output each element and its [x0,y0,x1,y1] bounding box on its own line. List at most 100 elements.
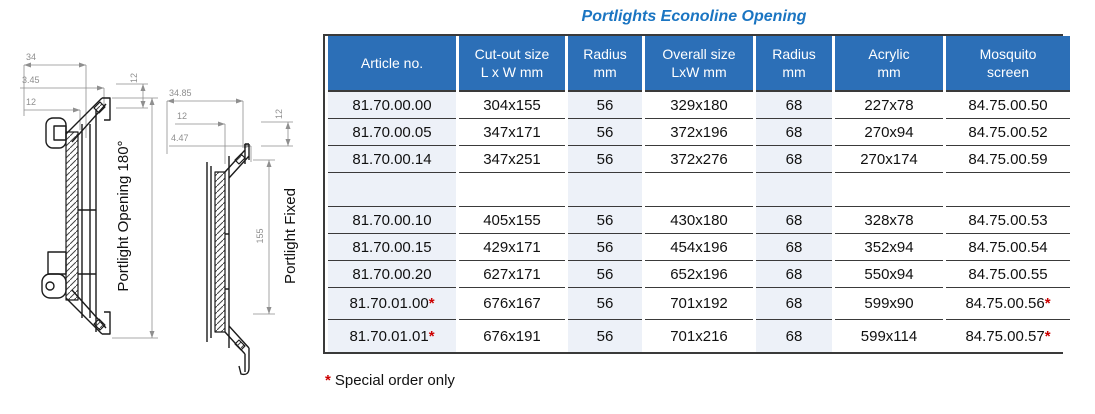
table-cell: 81.70.01.01* [328,320,456,352]
table-cell: 81.70.00.05 [328,119,456,146]
table-header-row: Article no. Cut-out size L x W mm Radius mm O… [328,36,1070,92]
table-cell: 81.70.00.14 [328,146,456,173]
table-cell: 81.70.00.10 [328,207,456,234]
column-header-1: Cut-out size L x W mm [459,36,565,92]
table-cell: 652x196 [645,261,753,288]
table-cell: 347x171 [459,119,565,146]
dimension-label: 34 [26,52,36,62]
spec-table-container: Article no. Cut-out size L x W mm Radius mm O… [323,34,1070,354]
dimension-label: 12 [26,97,36,107]
dimension-label: 3.45 [22,75,40,85]
table-row: 81.70.01.00* 676x167 56 701x192 68 599x90 84.7… [328,288,1070,320]
table-header: Article no. Cut-out size L x W mm Radius mm O… [328,36,1070,92]
table-cell: 676x167 [459,288,565,320]
dimension-label: 12 [129,73,139,83]
table-cell: 68 [756,146,832,173]
footnote-text: Special order only [334,372,455,389]
spec-table: Article no. Cut-out size L x W mm Radius mm O… [325,36,1073,352]
table-cell: 599x114 [835,320,943,352]
table-row: 81.70.01.01* 676x191 56 701x216 68 599x114 84.… [328,320,1070,352]
column-header-0: Article no. [328,36,456,92]
table-cell: 68 [756,119,832,146]
table-row: 81.70.00.14 347x251 56 372x276 68 270x174 84.7… [328,146,1070,173]
table-cell: 429x171 [459,234,565,261]
dimension-label: 34.85 [169,88,192,98]
dimension-label: 155 [255,228,265,243]
table-cell: 81.70.00.20 [328,261,456,288]
table-cell: 676x191 [459,320,565,352]
table-cell: 627x171 [459,261,565,288]
table-cell: 329x180 [645,92,753,119]
table-cell: 352x94 [835,234,943,261]
table-row: 81.70.00.05 347x171 56 372x196 68 270x94 84.75… [328,119,1070,146]
table-cell: 56 [568,146,642,173]
table-cell: 84.75.00.50 [946,92,1070,119]
dimension-label: 12 [274,109,284,119]
table-cell: 701x192 [645,288,753,320]
table-row: 81.70.00.00 304x155 56 329x180 68 227x78 84.75… [328,92,1070,119]
table-body: 81.70.00.00 304x155 56 329x180 68 227x78 84.75… [328,92,1070,352]
column-header-5: Acrylic mm [835,36,943,92]
table-cell: 599x90 [835,288,943,320]
table-row: 81.70.00.15 429x171 56 454x196 68 352x94 84.75… [328,234,1070,261]
special-order-asterisk: * [1044,295,1051,312]
table-cell: 405x155 [459,207,565,234]
column-header-4: Radius mm [756,36,832,92]
column-header-3: Overall size LxW mm [645,36,753,92]
table-cell: 430x180 [645,207,753,234]
table-cell: 84.75.00.59 [946,146,1070,173]
table-cell: 81.70.00.15 [328,234,456,261]
table-cell: 56 [568,207,642,234]
table-cell: 56 [568,119,642,146]
table-cell: 270x94 [835,119,943,146]
table-cell: 84.75.00.52 [946,119,1070,146]
table-cell: 68 [756,92,832,119]
table-cell: 454x196 [645,234,753,261]
table-cell [568,173,642,207]
special-order-asterisk: * [428,327,435,345]
table-cell: 550x94 [835,261,943,288]
table-row: 81.70.00.10 405x155 56 430x180 68 328x78 84.75… [328,207,1070,234]
table-cell: 347x251 [459,146,565,173]
dimension-label: 12 [177,111,187,121]
drawing-label-opening: Portlight Opening 180° [115,140,132,291]
table-cell: 372x276 [645,146,753,173]
table-cell [946,173,1070,207]
table-cell: 84.75.00.55 [946,261,1070,288]
table-cell: 372x196 [645,119,753,146]
table-cell [459,173,565,207]
table-cell: 68 [756,261,832,288]
table-cell: 227x78 [835,92,943,119]
table-cell [645,173,753,207]
special-order-asterisk: * [325,372,331,389]
table-cell: 56 [568,92,642,119]
special-order-asterisk: * [428,295,435,312]
table-cell [756,173,832,207]
table-cell: 68 [756,288,832,320]
table-cell: 56 [568,320,642,352]
table-cell [328,173,456,207]
table-row-empty [328,173,1070,207]
dimension-label: 4.47 [171,133,189,143]
column-header-6: Mosquito screen [946,36,1070,92]
table-cell: 701x216 [645,320,753,352]
table-cell: 270x174 [835,146,943,173]
table-cell: 56 [568,261,642,288]
drawing-label-fixed: Portlight Fixed [282,188,299,284]
table-cell: 81.70.01.00* [328,288,456,320]
table-cell: 56 [568,288,642,320]
page-title: Portlights Econoline Opening [581,8,807,25]
table-cell: 84.75.00.53 [946,207,1070,234]
special-order-footnote: * Special order only [325,372,455,389]
technical-drawing-portlight-fixed: 34.85 12 4.47 12 155 Portlight Fixed [166,88,299,376]
table-cell: 68 [756,207,832,234]
table-cell: 81.70.00.00 [328,92,456,119]
column-header-2: Radius mm [568,36,642,92]
table-cell: 56 [568,234,642,261]
table-cell: 84.75.00.56* [946,288,1070,320]
table-cell [835,173,943,207]
technical-drawing-portlight-opening: 34 3.45 12 12 Portlight Opening 180° [20,52,158,339]
special-order-asterisk: * [1044,327,1051,345]
table-cell: 328x78 [835,207,943,234]
